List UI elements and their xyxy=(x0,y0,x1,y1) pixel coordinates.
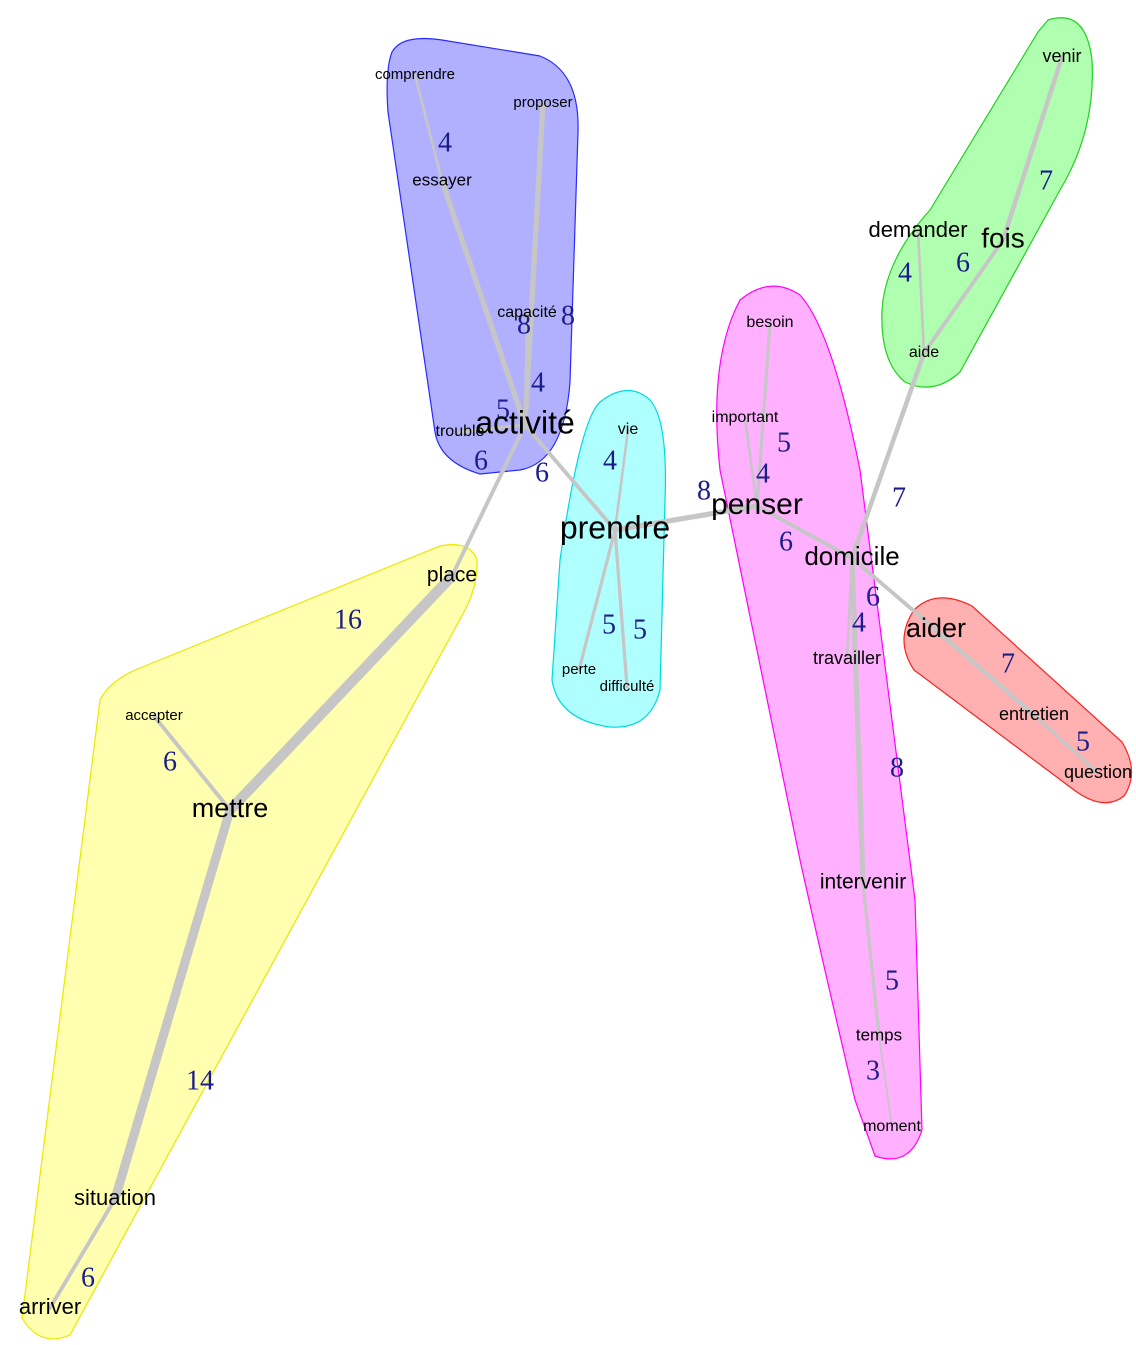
edge-weight: 5 xyxy=(885,965,899,996)
edge-weight: 14 xyxy=(186,1065,214,1096)
edge-weight: 4 xyxy=(852,607,866,638)
edge xyxy=(523,423,617,532)
edge-weight: 5 xyxy=(602,609,616,640)
edge-weight: 16 xyxy=(334,604,362,635)
node-label: arriver xyxy=(19,1294,81,1319)
node-label: demander xyxy=(868,217,967,242)
edge xyxy=(933,627,1037,718)
node-label: essayer xyxy=(412,170,472,189)
edge xyxy=(522,100,546,428)
edge xyxy=(743,416,759,508)
edge xyxy=(413,73,444,183)
edge xyxy=(458,423,527,434)
node-label: activité xyxy=(475,404,575,440)
edge xyxy=(577,528,617,672)
node-label: trouble xyxy=(436,423,485,440)
node-label: accepter xyxy=(125,707,183,724)
node-label: penser xyxy=(711,488,803,521)
node-label: mettre xyxy=(192,793,269,823)
cluster-hull xyxy=(716,285,923,1160)
edge-layer xyxy=(48,54,1100,1310)
node-label: aider xyxy=(906,613,966,643)
edge xyxy=(48,1197,117,1310)
edge xyxy=(755,504,854,560)
edge-weight: 4 xyxy=(531,367,545,398)
node-label: venir xyxy=(1042,46,1081,66)
node-label: capacité xyxy=(497,304,557,321)
edge-weight: 7 xyxy=(1001,648,1015,679)
node-label: vie xyxy=(618,421,639,438)
edge xyxy=(152,714,232,812)
node-label: important xyxy=(712,409,779,426)
node-label: prendre xyxy=(560,509,670,545)
cluster-hull xyxy=(21,544,478,1340)
node-label: aide xyxy=(909,344,939,361)
edge xyxy=(224,570,458,816)
edge-weight: 7 xyxy=(892,482,906,513)
node-label: temps xyxy=(856,1025,902,1044)
edge-weight: 5 xyxy=(496,394,510,425)
label-layer: comprendre proposer essayer capacité trouble… xyxy=(19,46,1132,1319)
edge-weight: 5 xyxy=(633,614,647,645)
edge-weight: 8 xyxy=(517,309,531,340)
edge xyxy=(1032,713,1100,775)
edge-weight: 4 xyxy=(603,445,617,476)
node-label: question xyxy=(1064,762,1132,782)
edge xyxy=(110,805,235,1204)
edge-weight: 6 xyxy=(81,1262,95,1293)
edge xyxy=(861,881,881,1038)
edge-weight: 6 xyxy=(474,445,488,476)
node-label: besoin xyxy=(746,314,793,331)
edge-weight: 4 xyxy=(756,458,770,489)
edge xyxy=(1000,54,1065,243)
cluster-hull xyxy=(881,17,1093,388)
node-label: perte xyxy=(562,661,596,678)
edge-weight: 4 xyxy=(438,127,452,158)
edge xyxy=(849,350,927,561)
edge-weight: 8 xyxy=(697,475,711,506)
edge-weight: 3 xyxy=(866,1055,880,1086)
node-label: place xyxy=(427,564,477,587)
node-label: situation xyxy=(74,1185,156,1210)
edge xyxy=(849,555,866,886)
edge-weight: 8 xyxy=(561,300,575,331)
edge xyxy=(523,311,529,427)
node-label: difficulté xyxy=(600,678,655,695)
node-label: domicile xyxy=(804,541,899,571)
node-label: comprendre xyxy=(375,66,455,83)
edge-weight: 8 xyxy=(890,752,904,783)
edge-weight: 5 xyxy=(1076,726,1090,757)
edge xyxy=(922,238,1005,355)
edge-weight: 6 xyxy=(866,581,880,612)
edge xyxy=(916,229,926,355)
edge-weight: 6 xyxy=(956,247,970,278)
edge xyxy=(755,321,772,508)
edge-weight: 4 xyxy=(898,257,912,288)
node-label: entretien xyxy=(999,704,1069,724)
node-label: travailler xyxy=(813,648,881,668)
edge xyxy=(878,1035,893,1128)
edge-weight: 6 xyxy=(163,746,177,777)
edge-weight: 7 xyxy=(1039,165,1053,196)
edge xyxy=(850,556,938,632)
edge xyxy=(450,423,527,578)
node-label: moment xyxy=(863,1118,921,1135)
node-label: fois xyxy=(981,222,1025,253)
node-label: proposer xyxy=(513,94,572,111)
node-label: intervenir xyxy=(820,871,906,894)
edge xyxy=(613,528,629,689)
edge-weight: 6 xyxy=(779,526,793,557)
edge xyxy=(612,503,760,533)
edge xyxy=(613,428,630,532)
edge-weight: 6 xyxy=(535,457,549,488)
edge xyxy=(439,178,528,428)
edge-weight: 5 xyxy=(777,427,791,458)
